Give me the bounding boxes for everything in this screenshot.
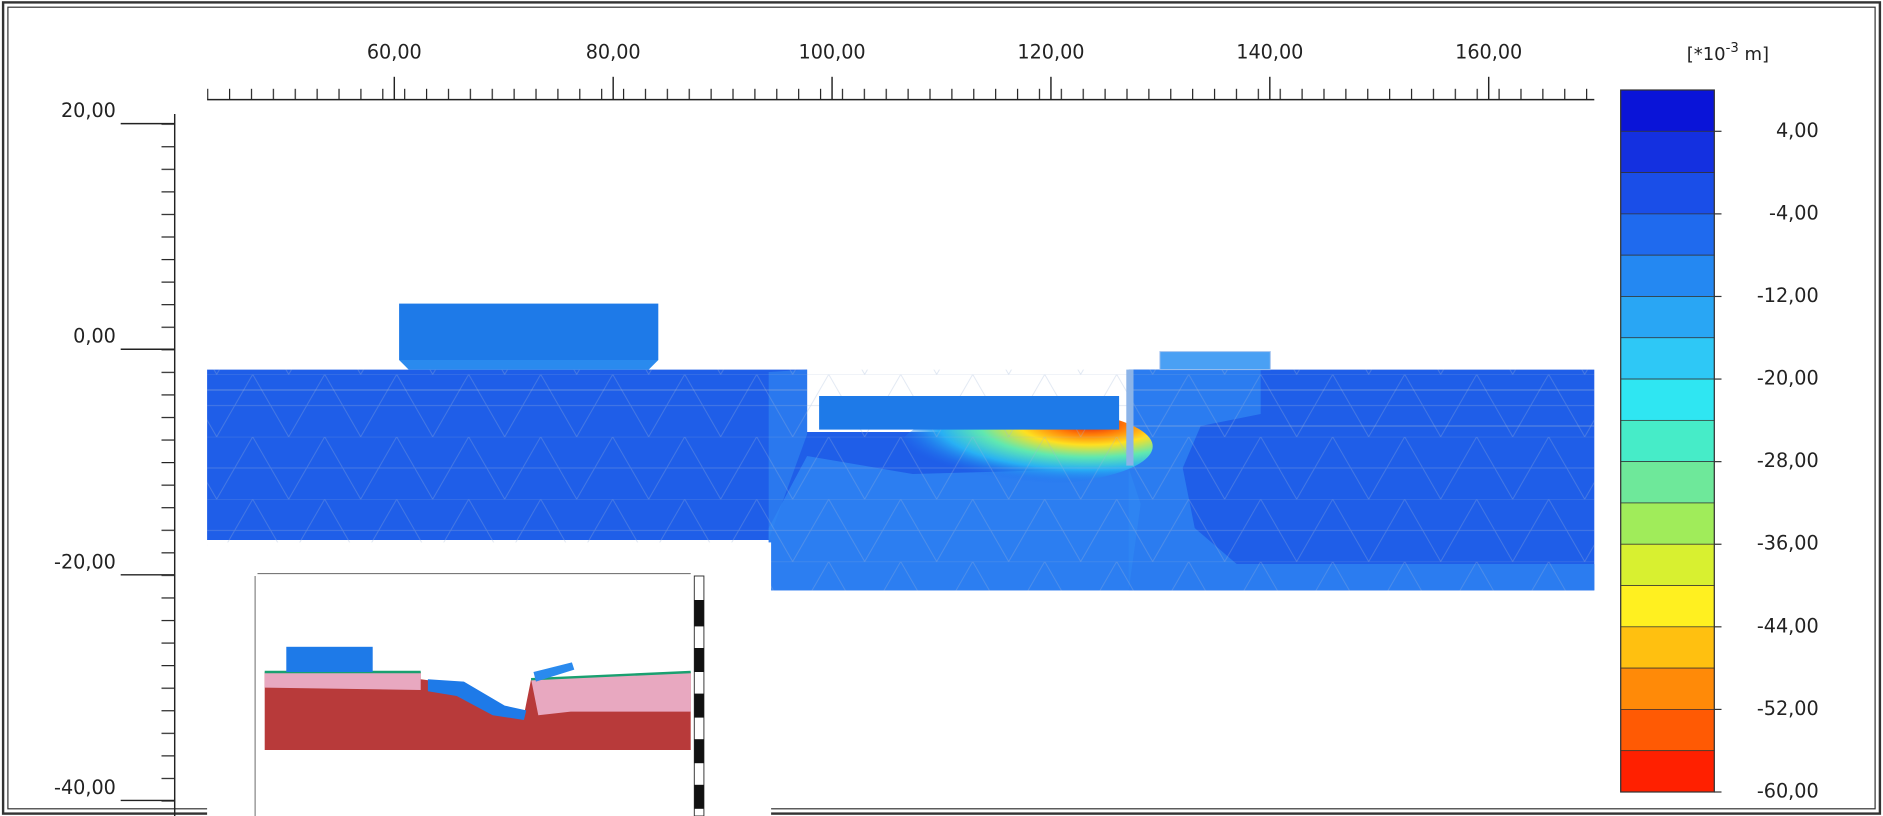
- colorbar-unit: [*10-3 m]: [1687, 41, 1769, 65]
- colorbar-band: [1621, 586, 1715, 627]
- colorbar-tick-label: -20,00: [1757, 367, 1819, 390]
- x-tick-label: 140,00: [1236, 40, 1303, 63]
- x-minor-ticks: [207, 89, 1594, 100]
- unit-sup: -3: [1726, 41, 1739, 56]
- y-tick-label: -40,00: [54, 776, 116, 799]
- unit-base: [*10: [1687, 44, 1726, 65]
- colorbar-band: [1621, 462, 1715, 503]
- y-tick-label: 0,00: [73, 325, 116, 348]
- colorbar-band: [1621, 173, 1715, 214]
- colorbar-band: [1621, 751, 1715, 792]
- colorbar-band: [1621, 709, 1715, 750]
- colorbar-band: [1621, 214, 1715, 255]
- x-tick-label: 160,00: [1455, 40, 1522, 63]
- colorbar-band: [1621, 255, 1715, 296]
- unit-rest: m]: [1739, 44, 1769, 65]
- colorbar-band: [1621, 338, 1715, 379]
- colorbar-band: [1621, 544, 1715, 585]
- y-tick-label: 20,00: [61, 99, 116, 122]
- chart: [*10-3 m] 60,00 80,00 100,00 120,00 140,00 16…: [0, 0, 1883, 816]
- colorbar-tick-label: -60,00: [1757, 780, 1819, 803]
- y-tick-label: -20,00: [54, 550, 116, 573]
- inset: [207, 542, 771, 816]
- y-minor-ticks: [162, 114, 175, 816]
- colorbar-band: [1621, 420, 1715, 461]
- colorbar-tick-label: -28,00: [1757, 449, 1819, 472]
- colorbar-band: [1621, 503, 1715, 544]
- colorbar-tick-label: -36,00: [1757, 532, 1819, 555]
- colorbar-band: [1621, 131, 1715, 172]
- colorbar-tick-label: -44,00: [1757, 614, 1819, 637]
- colorbar-band: [1621, 668, 1715, 709]
- x-tick-label: 60,00: [367, 40, 422, 63]
- colorbar-tick-label: -52,00: [1757, 697, 1819, 720]
- colorbar-band: [1621, 296, 1715, 337]
- x-tick-label: 120,00: [1017, 40, 1084, 63]
- colorbar-band: [1621, 90, 1715, 131]
- colorbar-band: [1621, 627, 1715, 668]
- colorbar-tick-label: -4,00: [1769, 201, 1819, 224]
- colorbar-tick-label: -12,00: [1757, 284, 1819, 307]
- colorbar-tick-label: 4,00: [1776, 119, 1819, 142]
- colorbar-band: [1621, 379, 1715, 420]
- x-tick-label: 80,00: [586, 40, 641, 63]
- x-tick-label: 100,00: [798, 40, 865, 63]
